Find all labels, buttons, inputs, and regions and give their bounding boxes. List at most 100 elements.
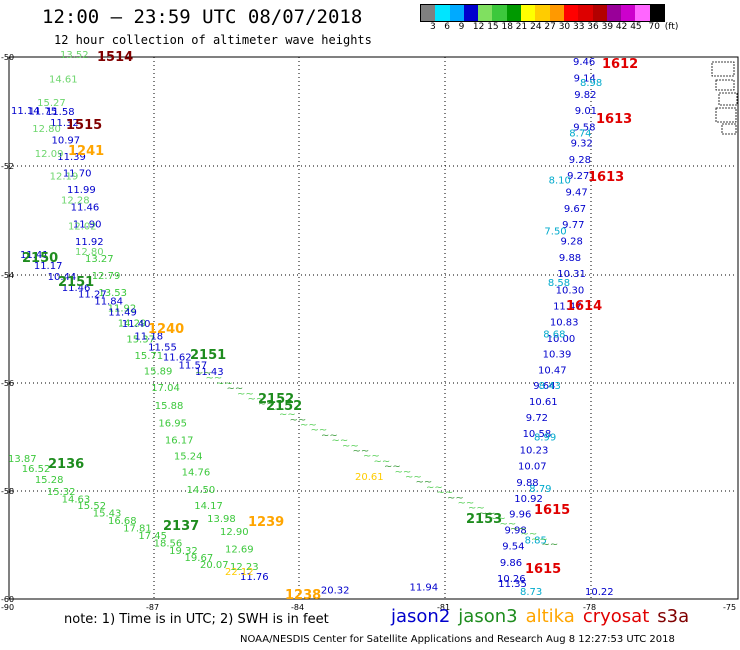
wave-height-value: 8.10 (549, 176, 571, 187)
dense-track-mark: ~~ (258, 399, 275, 410)
dense-track-mark: ~~ (227, 384, 244, 395)
wave-height-value: 12.69 (225, 544, 254, 555)
coastline-shape (718, 92, 738, 106)
wave-height-value: 10.00 (547, 334, 576, 345)
wave-height-value: 8.79 (529, 484, 551, 495)
wave-height-value: 11.41 (20, 250, 49, 261)
wave-height-value: 16.17 (165, 436, 194, 447)
wave-height-value: 13.53 (98, 288, 127, 299)
wave-height-value: 11.76 (240, 572, 269, 583)
colorbar-tick: 42 (615, 22, 628, 32)
wave-height-value: 11.47 (553, 302, 582, 313)
wave-height-value: 9.82 (574, 90, 596, 101)
dense-track-mark: ~~ (384, 462, 401, 473)
pass-number-label: 2136 (48, 457, 84, 472)
pass-labels: 1514151512412150215112402151215221522136… (22, 50, 638, 603)
colorbar-swatch (506, 5, 522, 21)
x-tick-label: -81 (437, 603, 450, 612)
dense-track-mark: ~~ (447, 493, 464, 504)
colorbar-ticks: 3 6 9 12 15 18 21 24 27 30 33 36 39 42 45 70 (ft) (420, 22, 740, 34)
colorbar-swatch (492, 5, 507, 21)
colorbar-tick: 27 (544, 22, 556, 32)
map-subtitle: 12 hour collection of altimeter wave hei… (54, 33, 372, 47)
colorbar-tick: 33 (573, 22, 585, 32)
dense-track-mark: ~~ (332, 436, 349, 447)
wave-height-value: 16.68 (108, 516, 137, 527)
pass-number-label: 1239 (248, 515, 284, 530)
wave-height-value: 10.83 (550, 318, 579, 329)
wave-height-value: 10.44 (48, 272, 77, 283)
colorbar-tick: 3 (430, 22, 436, 32)
wave-height-value: 9.01 (575, 106, 597, 117)
pass-number-label: 2152 (266, 399, 302, 414)
y-tick-label: -60 (1, 595, 14, 604)
wave-height-value: 14.50 (187, 485, 216, 496)
wave-height-value: 10.47 (538, 365, 567, 376)
wave-height-value: 8.85 (525, 536, 547, 547)
wave-height-value: 17.04 (151, 383, 180, 394)
pass-number-label: 2151 (58, 275, 94, 290)
pass-number-label: 1515 (66, 118, 102, 133)
dense-track-mark: ~~ (405, 472, 422, 483)
wave-height-value: 13.98 (207, 514, 236, 525)
y-tick-label: -56 (1, 379, 14, 388)
wave-height-value: 12.23 (230, 562, 259, 573)
x-tick-label: -78 (583, 603, 596, 612)
wave-height-value: 13.87 (8, 454, 37, 465)
wave-height-value: 11.46 (62, 283, 91, 294)
dense-track-mark: ~~ (374, 456, 391, 467)
wave-height-value: 15.32 (47, 487, 76, 498)
wave-height-value: 11.49 (108, 308, 137, 319)
colorbar-swatch (421, 5, 436, 21)
wave-height-value: 10.26 (497, 574, 526, 585)
wave-height-value: 16.95 (158, 419, 187, 430)
wave-height-value: 11.58 (46, 107, 75, 118)
y-tick-label: -58 (1, 487, 14, 496)
wave-height-value: 9.88 (516, 478, 538, 489)
axis-tick-labels: -90 -87 -84 -81 -78 -75 -50 -52 -54 -56 -58 -60 (1, 53, 736, 612)
wave-height-value: 8.99 (534, 433, 556, 444)
dense-track-mark: ~~ (206, 373, 223, 384)
wave-height-value: 15.52 (77, 501, 106, 512)
wave-height-value: 9.86 (500, 558, 522, 569)
colorbar-tick: 70 (648, 22, 660, 32)
dense-track-mark: ~~ (237, 389, 254, 400)
colorbar-tick: 6 (444, 22, 451, 32)
colorbar-swatch (578, 5, 593, 21)
wave-height-value: 18.56 (154, 539, 183, 550)
wave-height-value: 12.02 (68, 221, 97, 232)
legend-jason3: jason3 (458, 606, 518, 627)
dense-track-mark: ~~ (353, 446, 370, 457)
wave-height-value: 8.43 (539, 381, 561, 392)
pass-number-label: 1614 (566, 299, 602, 314)
wave-height-value: 11.75 (28, 106, 57, 117)
colorbar-swatch (606, 5, 622, 21)
colorbar-tick: (ft) (664, 22, 679, 32)
colorbar-tick: 36 (587, 22, 599, 32)
wave-height-value: 9.98 (505, 525, 527, 536)
wave-height-value: 14.76 (182, 468, 211, 479)
pass-number-label: 2153 (466, 512, 502, 527)
colorbar-swatch (521, 5, 536, 21)
wave-height-value: 10.39 (543, 350, 572, 361)
colorbar-swatch (635, 5, 650, 21)
dense-track-mark: ~~ (489, 514, 506, 525)
wave-height-value: 14.17 (194, 501, 223, 512)
wave-height-value: 17.81 (123, 524, 152, 535)
x-tick-label: -84 (291, 603, 304, 612)
wave-height-value: 9.14 (574, 73, 596, 84)
wave-height-value: 15.88 (155, 401, 184, 412)
wave-height-value: 9.47 (565, 188, 587, 199)
wave-height-value: 12.19 (50, 171, 79, 182)
wave-height-value: 10.07 (518, 462, 547, 473)
wave-height-value: 14.61 (49, 74, 78, 85)
wave-height-value: 8.73 (520, 587, 542, 598)
map-title: 12:00 – 23:59 UTC 08/07/2018 (42, 6, 363, 28)
wave-height-value: 10.61 (529, 397, 558, 408)
wave-height-value: 20.61 (355, 472, 384, 483)
legend-s3a: s3a (657, 606, 690, 627)
wave-height-value: 10.23 (520, 445, 549, 456)
colorbar-tick: 45 (630, 22, 642, 32)
colorbar-swatch (449, 5, 464, 21)
